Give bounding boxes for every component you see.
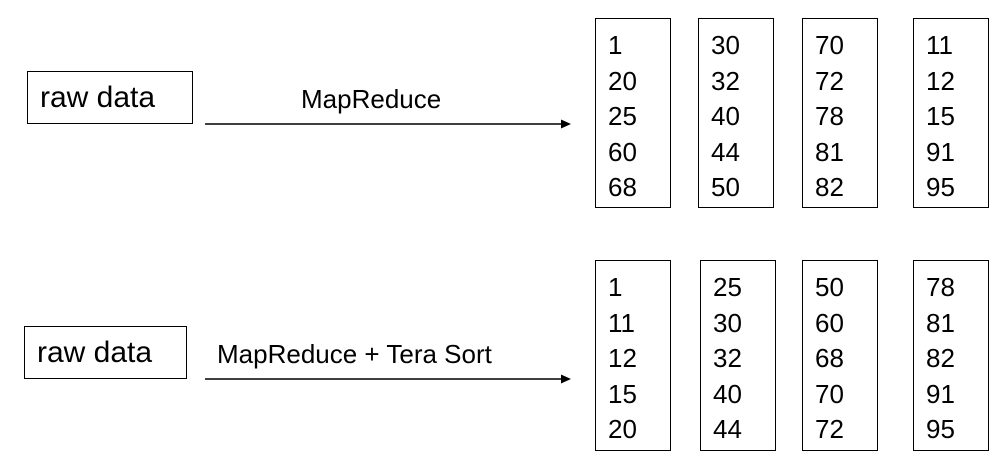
top-partition-3-value: 82 xyxy=(815,172,844,202)
top-partition-1-value: 1 xyxy=(608,30,623,60)
top-raw-data-box: raw data xyxy=(27,71,193,124)
bottom-partition-4-value: 95 xyxy=(926,414,955,444)
top-partition-2-value: 44 xyxy=(711,136,740,167)
bottom-partition-1-value: 15 xyxy=(608,378,637,409)
top-partition-1-value: 68 xyxy=(608,172,637,202)
bottom-partition-2-value: 44 xyxy=(713,414,742,444)
top-partition-2-value: 50 xyxy=(711,172,740,202)
bottom-partition-4: 78 81 82 91 95 xyxy=(913,260,989,451)
top-partition-1: 1 20 25 60 68 xyxy=(595,18,671,208)
top-partition-2-value: 30 xyxy=(711,30,740,60)
top-partition-3-value: 78 xyxy=(815,101,844,131)
bottom-partition-2-value: 32 xyxy=(713,343,742,373)
top-partition-4: 11 12 15 91 95 xyxy=(913,18,989,208)
bottom-partition-3-value: 60 xyxy=(815,307,844,338)
bottom-partition-4-value: 91 xyxy=(926,378,955,409)
bottom-partition-1-value: 12 xyxy=(608,343,637,373)
top-partition-1-value: 60 xyxy=(608,136,637,167)
bottom-partition-3-value: 68 xyxy=(815,343,844,373)
top-arrow xyxy=(205,118,573,130)
bottom-raw-data-label: raw data xyxy=(37,335,153,369)
top-partition-1-value: 20 xyxy=(608,65,637,96)
bottom-partition-2-value: 25 xyxy=(713,272,742,302)
top-partition-2: 30 32 40 44 50 xyxy=(698,18,774,208)
top-partition-3-value: 70 xyxy=(815,30,844,60)
bottom-arrow-head xyxy=(561,374,571,384)
top-partition-1-value: 25 xyxy=(608,101,637,131)
top-partition-4-value: 95 xyxy=(926,172,955,202)
bottom-partition-4-value: 82 xyxy=(926,343,955,373)
bottom-partition-3-value: 50 xyxy=(815,272,844,302)
bottom-partition-2: 25 30 32 40 44 xyxy=(700,260,776,451)
bottom-partition-1-value: 1 xyxy=(608,272,623,302)
bottom-arrow xyxy=(205,373,573,385)
bottom-partition-1: 1 11 12 15 20 xyxy=(595,260,671,451)
top-arrow-head xyxy=(561,119,571,129)
top-partition-2-value: 40 xyxy=(711,101,740,131)
bottom-partition-1-value: 20 xyxy=(608,414,637,444)
bottom-partition-3-value: 72 xyxy=(815,414,844,444)
top-partition-3: 70 72 78 81 82 xyxy=(802,18,878,208)
top-partition-4-value: 12 xyxy=(926,65,955,96)
top-partition-4-value: 91 xyxy=(926,136,955,167)
top-partition-3-value: 81 xyxy=(815,136,844,167)
bottom-partition-4-value: 78 xyxy=(926,272,955,302)
bottom-process-label: MapReduce + Tera Sort xyxy=(217,339,492,369)
bottom-partition-4-value: 81 xyxy=(926,307,955,338)
top-partition-4-value: 11 xyxy=(926,30,953,60)
bottom-partition-1-value: 11 xyxy=(608,307,635,338)
bottom-partition-2-value: 30 xyxy=(713,307,742,338)
top-partition-3-value: 72 xyxy=(815,65,844,96)
bottom-partition-3-value: 70 xyxy=(815,378,844,409)
bottom-raw-data-box: raw data xyxy=(24,326,187,379)
top-raw-data-label: raw data xyxy=(40,80,156,114)
top-process-label: MapReduce xyxy=(301,84,442,114)
top-partition-4-value: 15 xyxy=(926,101,955,131)
bottom-partition-2-value: 40 xyxy=(713,378,742,409)
top-partition-2-value: 32 xyxy=(711,65,740,96)
bottom-partition-3: 50 60 68 70 72 xyxy=(802,260,878,451)
